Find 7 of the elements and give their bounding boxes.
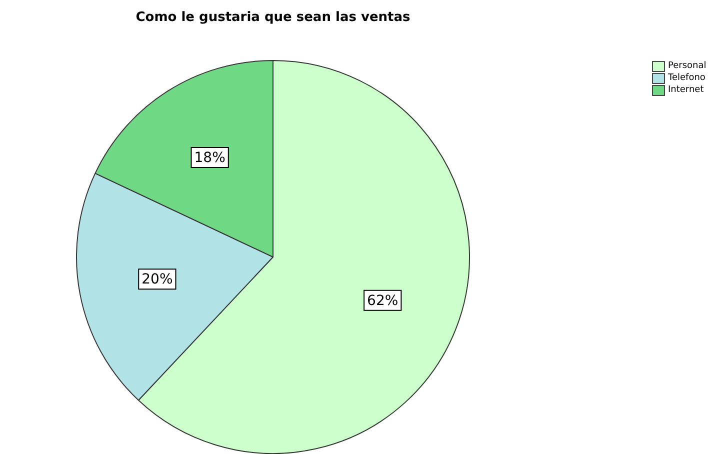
- data-label: 62%: [367, 293, 398, 310]
- data-label: 20%: [142, 272, 173, 288]
- legend-label: Telefono: [668, 73, 706, 83]
- legend-label: Personal: [668, 61, 706, 71]
- legend-label: Internet: [668, 85, 704, 95]
- data-label: 18%: [194, 150, 226, 166]
- chart-title: Como le gustaria que sean las ventas: [134, 10, 412, 25]
